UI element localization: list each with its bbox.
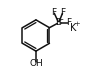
Text: OH: OH [29,59,43,68]
Text: −: − [58,17,64,23]
Text: F: F [66,18,72,27]
Text: F: F [60,8,65,17]
Text: F: F [51,8,56,17]
Text: B: B [56,18,62,27]
Text: +: + [74,22,80,27]
Text: K: K [70,23,76,33]
